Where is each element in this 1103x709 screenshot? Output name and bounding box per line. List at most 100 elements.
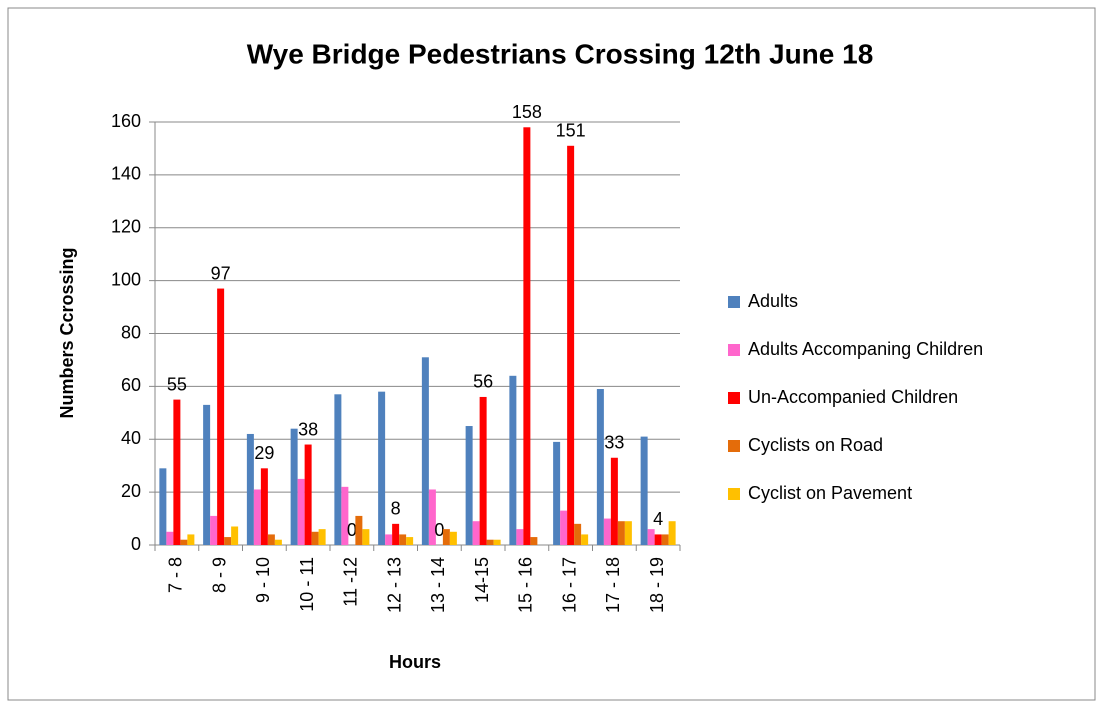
bar	[574, 523, 582, 545]
bar	[465, 426, 473, 545]
bar	[304, 444, 312, 545]
bar	[203, 404, 211, 545]
legend-swatch	[728, 440, 740, 452]
bar	[217, 288, 225, 545]
y-tick-label: 60	[121, 375, 141, 395]
bar	[246, 433, 254, 545]
bar	[159, 468, 167, 545]
bar	[318, 529, 326, 545]
bar	[668, 521, 676, 545]
legend-label: Un-Accompanied Children	[748, 387, 958, 407]
bar	[661, 534, 669, 545]
bar	[640, 436, 648, 545]
x-tick-label: 11 -12	[341, 557, 361, 607]
legend-swatch	[728, 344, 740, 356]
x-axis-label: Hours	[389, 652, 441, 672]
data-label: 56	[473, 372, 493, 392]
bar	[516, 529, 524, 545]
bar	[442, 529, 450, 545]
bar	[187, 534, 195, 545]
bar	[523, 127, 531, 545]
y-tick-label: 80	[121, 322, 141, 342]
chart-title: Wye Bridge Pedestrians Crossing 12th Jun…	[247, 38, 874, 69]
bar	[449, 531, 457, 545]
data-label: 4	[653, 509, 663, 529]
y-tick-label: 20	[121, 481, 141, 501]
bar	[654, 534, 662, 545]
bar	[180, 539, 188, 545]
bar	[493, 539, 501, 545]
bar	[581, 534, 589, 545]
bar	[253, 489, 261, 545]
x-tick-label: 17 - 18	[603, 557, 623, 613]
bar	[567, 145, 575, 545]
bar	[210, 515, 218, 545]
y-tick-label: 120	[111, 217, 141, 237]
bar	[553, 441, 561, 545]
bar	[274, 539, 282, 545]
bar	[224, 537, 232, 545]
bar	[509, 375, 517, 545]
data-label: 33	[604, 433, 624, 453]
data-label: 38	[298, 419, 318, 439]
bar	[166, 531, 174, 545]
data-label: 0	[434, 520, 444, 540]
bar	[617, 521, 625, 545]
bar	[560, 510, 568, 545]
bar	[355, 515, 363, 545]
y-tick-label: 40	[121, 428, 141, 448]
x-tick-label: 7 - 8	[166, 557, 186, 593]
bar	[428, 489, 436, 545]
bar	[173, 399, 181, 545]
bar	[486, 539, 494, 545]
y-tick-label: 160	[111, 111, 141, 131]
legend-label: Adults	[748, 291, 798, 311]
bar	[603, 518, 611, 545]
bar	[341, 486, 349, 545]
bar	[311, 531, 319, 545]
x-tick-label: 18 - 19	[647, 557, 667, 613]
data-label: 97	[211, 263, 231, 283]
bar	[530, 537, 538, 545]
data-label: 151	[556, 121, 586, 141]
bar	[399, 534, 407, 545]
bar	[392, 523, 400, 545]
data-label: 55	[167, 374, 187, 394]
x-tick-label: 14-15	[472, 557, 492, 603]
legend-swatch	[728, 296, 740, 308]
bar	[421, 357, 429, 545]
chart-border	[7, 7, 1096, 701]
bar	[334, 394, 342, 545]
legend-swatch	[728, 392, 740, 404]
legend-label: Cyclists on Road	[748, 435, 883, 455]
legend-label: Cyclist on Pavement	[748, 483, 912, 503]
bar	[624, 521, 632, 545]
bar	[362, 529, 370, 545]
data-label: 0	[347, 520, 357, 540]
bar	[596, 389, 604, 545]
bar	[260, 468, 268, 545]
x-tick-label: 15 - 16	[516, 557, 536, 613]
bar	[472, 521, 480, 545]
bar	[231, 526, 239, 545]
legend-swatch	[728, 488, 740, 500]
bar	[267, 534, 275, 545]
y-tick-label: 140	[111, 164, 141, 184]
bar	[610, 457, 618, 545]
legend-label: Adults Accompaning Children	[748, 339, 983, 359]
x-tick-label: 16 - 17	[559, 557, 579, 613]
x-tick-label: 12 - 13	[384, 557, 404, 613]
data-label: 8	[391, 499, 401, 519]
y-axis-label: Numbers Ccrossing	[57, 247, 77, 418]
bar	[290, 428, 298, 545]
y-tick-label: 100	[111, 269, 141, 289]
y-tick-label: 0	[131, 534, 141, 554]
data-label: 29	[254, 443, 274, 463]
bar	[297, 478, 305, 545]
x-tick-label: 9 - 10	[253, 557, 273, 603]
x-tick-label: 13 - 14	[428, 557, 448, 613]
bar	[378, 391, 386, 545]
bar	[647, 529, 655, 545]
bar	[406, 537, 414, 545]
